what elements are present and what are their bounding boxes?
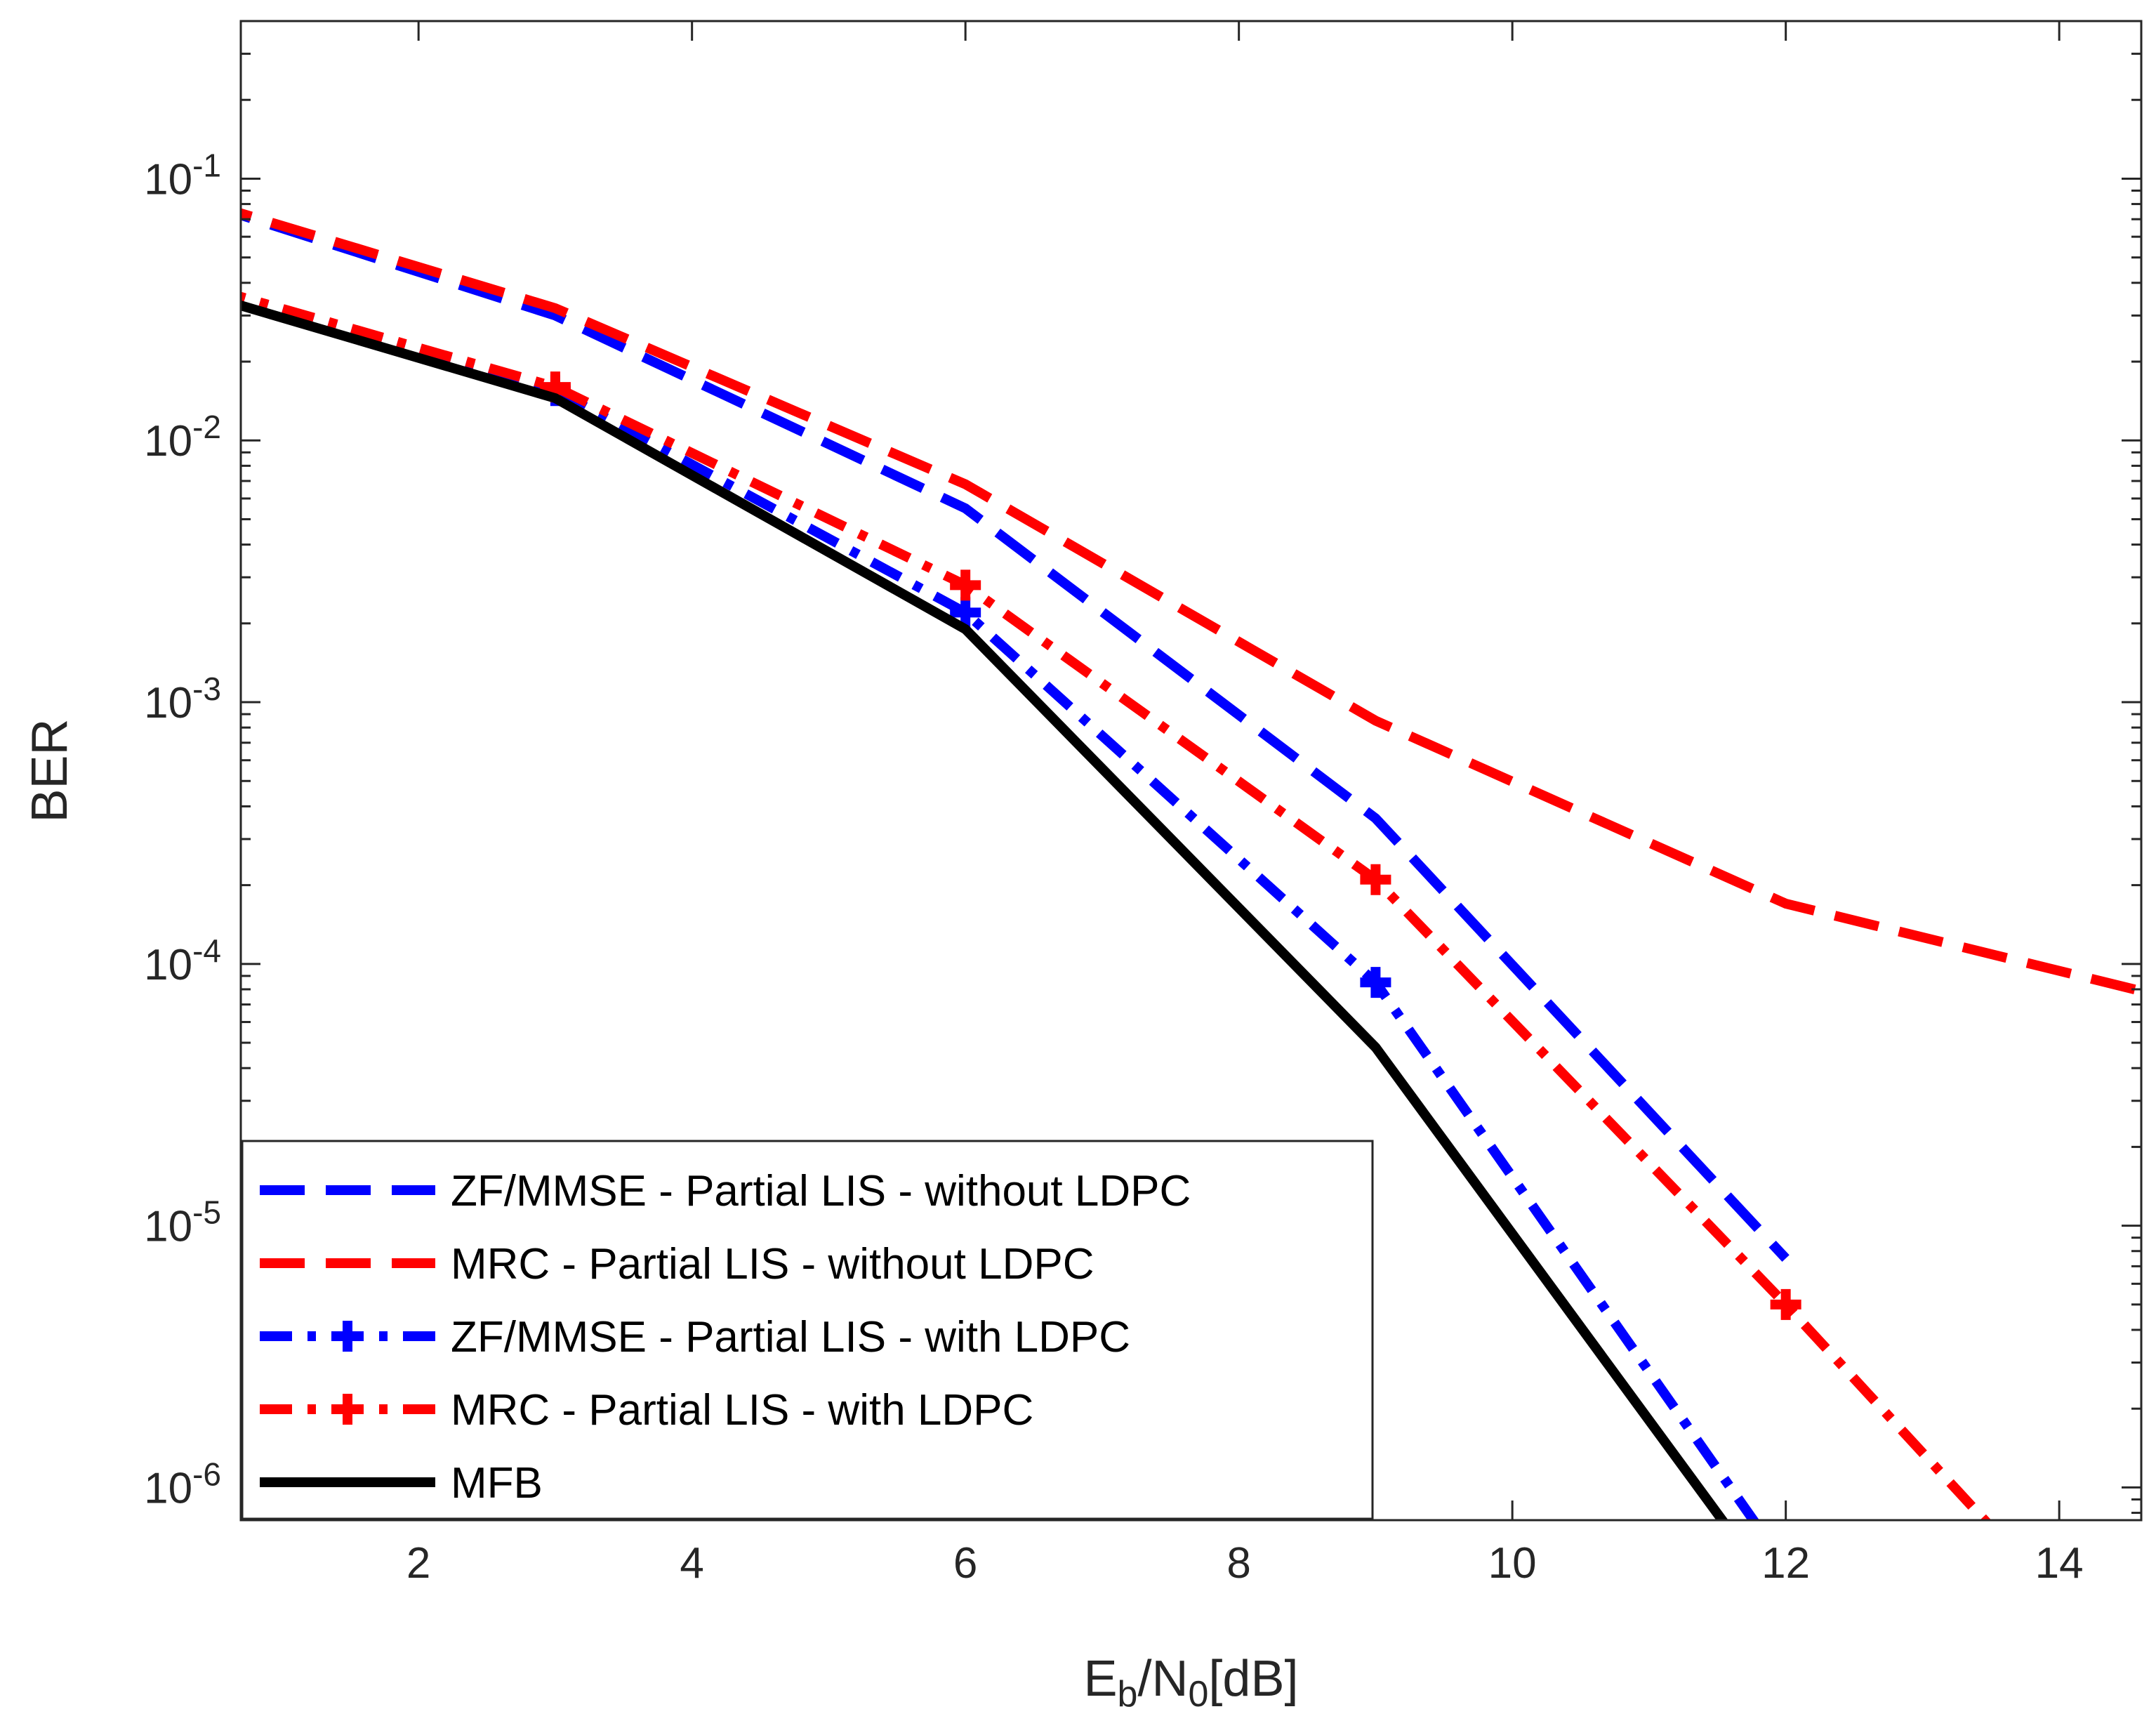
data-point <box>1360 864 1391 895</box>
x-label-tail: [dB] <box>1208 1651 1298 1707</box>
legend-entry: MFB <box>260 1459 543 1508</box>
x-tick-labels: 2 4 6 8 10 12 14 <box>406 1539 2084 1588</box>
x-label-sub1: b <box>1118 1674 1138 1715</box>
x-tick-label: 8 <box>1226 1539 1250 1588</box>
series-layer <box>130 208 2141 1520</box>
y-tick-label: 10-2 <box>144 409 221 466</box>
y-tick-label: 10-4 <box>144 932 221 989</box>
y-tick-label: 10-6 <box>144 1456 221 1512</box>
legend-entry: ZF/MMSE - Partial LIS - without LDPC <box>260 1167 1191 1215</box>
legend: ZF/MMSE - Partial LIS - without LDPC MRC … <box>241 1140 1374 1520</box>
legend-label: MRC - Partial LIS - without LDPC <box>451 1240 1094 1288</box>
series-line-5 <box>241 300 1728 1520</box>
legend-label: ZF/MMSE - Partial LIS - without LDPC <box>451 1167 1191 1215</box>
legend-label: MFB <box>451 1459 543 1508</box>
data-point <box>1770 1288 1801 1320</box>
plot-frame <box>239 20 2143 1522</box>
legend-box <box>241 1140 1374 1520</box>
x-tick-label: 12 <box>1761 1539 1810 1588</box>
x-label-mid: /N <box>1137 1651 1188 1707</box>
y-tick-label: 10-3 <box>144 671 221 727</box>
data-point <box>1360 967 1391 998</box>
x-tick-label: 2 <box>406 1539 430 1588</box>
y-tick-labels: 10-1 10-2 10-3 10-4 10-5 10-6 <box>144 147 221 1512</box>
x-label-base: E <box>1084 1651 1118 1707</box>
y-tick-label: 10-5 <box>144 1194 221 1251</box>
data-point <box>950 569 981 601</box>
legend-entry: ZF/MMSE - Partial LIS - with LDPC <box>260 1313 1130 1361</box>
legend-entry: MRC - Partial LIS - without LDPC <box>260 1240 1094 1288</box>
x-tick-label: 6 <box>953 1539 977 1588</box>
legend-label: MRC - Partial LIS - with LDPC <box>451 1386 1033 1434</box>
x-tick-label: 10 <box>1488 1539 1537 1588</box>
series-line-4 <box>241 291 1992 1520</box>
data-point <box>950 597 981 628</box>
legend-label: ZF/MMSE - Partial LIS - with LDPC <box>451 1313 1130 1361</box>
legend-entry: MRC - Partial LIS - with LDPC <box>260 1386 1033 1434</box>
y-axis-label: BER <box>22 718 78 822</box>
data-point <box>130 254 161 285</box>
x-label-sub2: 0 <box>1188 1674 1208 1715</box>
x-axis-label: Eb/N0[dB] <box>1084 1651 1299 1715</box>
x-tick-label: 4 <box>680 1539 703 1588</box>
x-tick-label: 14 <box>2035 1539 2084 1588</box>
y-tick-label: 10-1 <box>144 147 221 204</box>
series-line-2 <box>241 208 2141 996</box>
data-point <box>130 254 161 285</box>
